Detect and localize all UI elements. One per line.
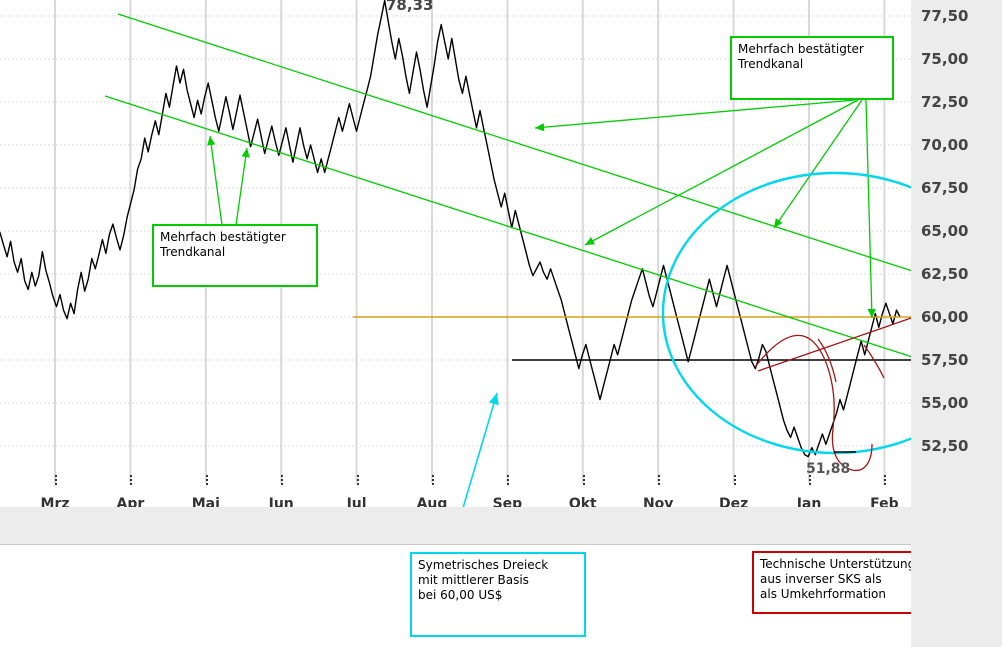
x-axis-tick-label: Dez [718, 496, 749, 507]
x-axis-tick-label: Sep [492, 496, 523, 507]
trend-channel-right-arrows [534, 99, 876, 319]
low-price-label: 51,88 [806, 461, 851, 477]
y-axis-tick-label: 77,50 [921, 7, 969, 25]
annotation-line: aus inverser SKS als [760, 572, 882, 586]
y-axis-tick-label: 62,50 [921, 265, 969, 283]
panel-separator [0, 523, 911, 545]
x-axis-tick-mark [205, 475, 208, 485]
annotation-technische-unterstuetzung[interactable]: Technische Unterstützung aus inverser SK… [752, 551, 916, 614]
right-panel-filler [911, 507, 1002, 647]
triangle-callout-arrow [462, 392, 499, 507]
x-axis-tick-mark [733, 475, 736, 485]
y-axis-tick-label: 57,50 [921, 351, 969, 369]
annotation-line: Trendkanal [738, 57, 804, 71]
x-axis-tick-mark [356, 475, 359, 485]
y-axis-tick-label: 52,50 [921, 437, 969, 455]
panel-separator-line [0, 544, 911, 545]
annotation-line: Symetrisches Dreieck [418, 558, 549, 572]
x-axis-tick-mark [432, 475, 434, 485]
x-axis-tick-label: Feb [870, 496, 899, 507]
x-axis-tick-mark [130, 475, 133, 485]
y-axis-tick-label: 67,50 [921, 179, 969, 197]
x-axis-tick-label: Jan [796, 496, 822, 507]
annotation-line: Technische Unterstützung [760, 557, 916, 571]
price-chart-plot-area[interactable]: 78,33 51,88 Mehrfach bestätigter Trendka… [0, 0, 911, 507]
x-axis-tick-mark [582, 475, 585, 485]
y-axis-tick-label: 55,00 [921, 394, 969, 412]
annotation-line: Trendkanal [160, 245, 226, 259]
annotation-line: Mehrfach bestätigter [738, 42, 864, 56]
x-axis-tick-mark [884, 475, 887, 485]
x-axis-tick-label: Mrz [40, 496, 70, 507]
annotation-line: bei 60,00 US$ [418, 588, 503, 602]
y-axis-tick-label: 65,00 [921, 222, 969, 240]
price-line-series [0, 0, 901, 458]
x-axis-tick-mark [507, 475, 510, 485]
last-high-price-tag: 78,33 [386, 0, 434, 14]
x-axis-tick-mark [658, 475, 661, 485]
y-axis-tick-label: 60,00 [921, 308, 969, 326]
x-axis-tick-label: Aug [416, 496, 448, 507]
annotation-symmetrisches-dreieck[interactable]: Symetrisches Dreieck mit mittlerer Basis… [410, 552, 586, 637]
annotation-trendkanal-right[interactable]: Mehrfach bestätigter Trendkanal [730, 36, 894, 100]
x-axis-tick-label: Mai [191, 496, 220, 507]
inverse-hs-pattern [754, 317, 911, 472]
annotation-line: mit mittlerer Basis [418, 573, 529, 587]
y-axis-tick-label: 72,50 [921, 93, 969, 111]
x-axis-tick-label: Apr [116, 496, 145, 507]
annotation-line: Mehrfach bestätigter [160, 230, 286, 244]
annotation-trendkanal-left[interactable]: Mehrfach bestätigter Trendkanal [152, 224, 318, 287]
y-axis[interactable]: 77,50 75,00 72,50 70,00 67,50 65,00 62,50 60,00… [911, 0, 1002, 507]
y-axis-tick-label: 75,00 [921, 50, 969, 68]
x-axis-tick-label: Nov [642, 496, 674, 507]
x-axis-tick-mark [281, 475, 284, 485]
x-axis-tick-mark [55, 475, 57, 485]
x-axis-tick-label: Jul [346, 496, 367, 507]
x-axis-tick-label: Okt [568, 496, 597, 507]
x-axis-tick-label: Jun [268, 496, 294, 507]
x-axis-tick-mark [809, 475, 811, 485]
x-axis: Mrz Apr Mai Jun Jul Aug Sep Okt Nov Dez Jan Feb [0, 475, 911, 507]
annotation-line: als Umkehrformation [760, 587, 886, 601]
volume-panel: Keine Daten für dataVolume. Symetrisches… [0, 545, 916, 647]
y-axis-tick-label: 70,00 [921, 136, 969, 154]
trend-channel-left-arrows [207, 135, 250, 226]
